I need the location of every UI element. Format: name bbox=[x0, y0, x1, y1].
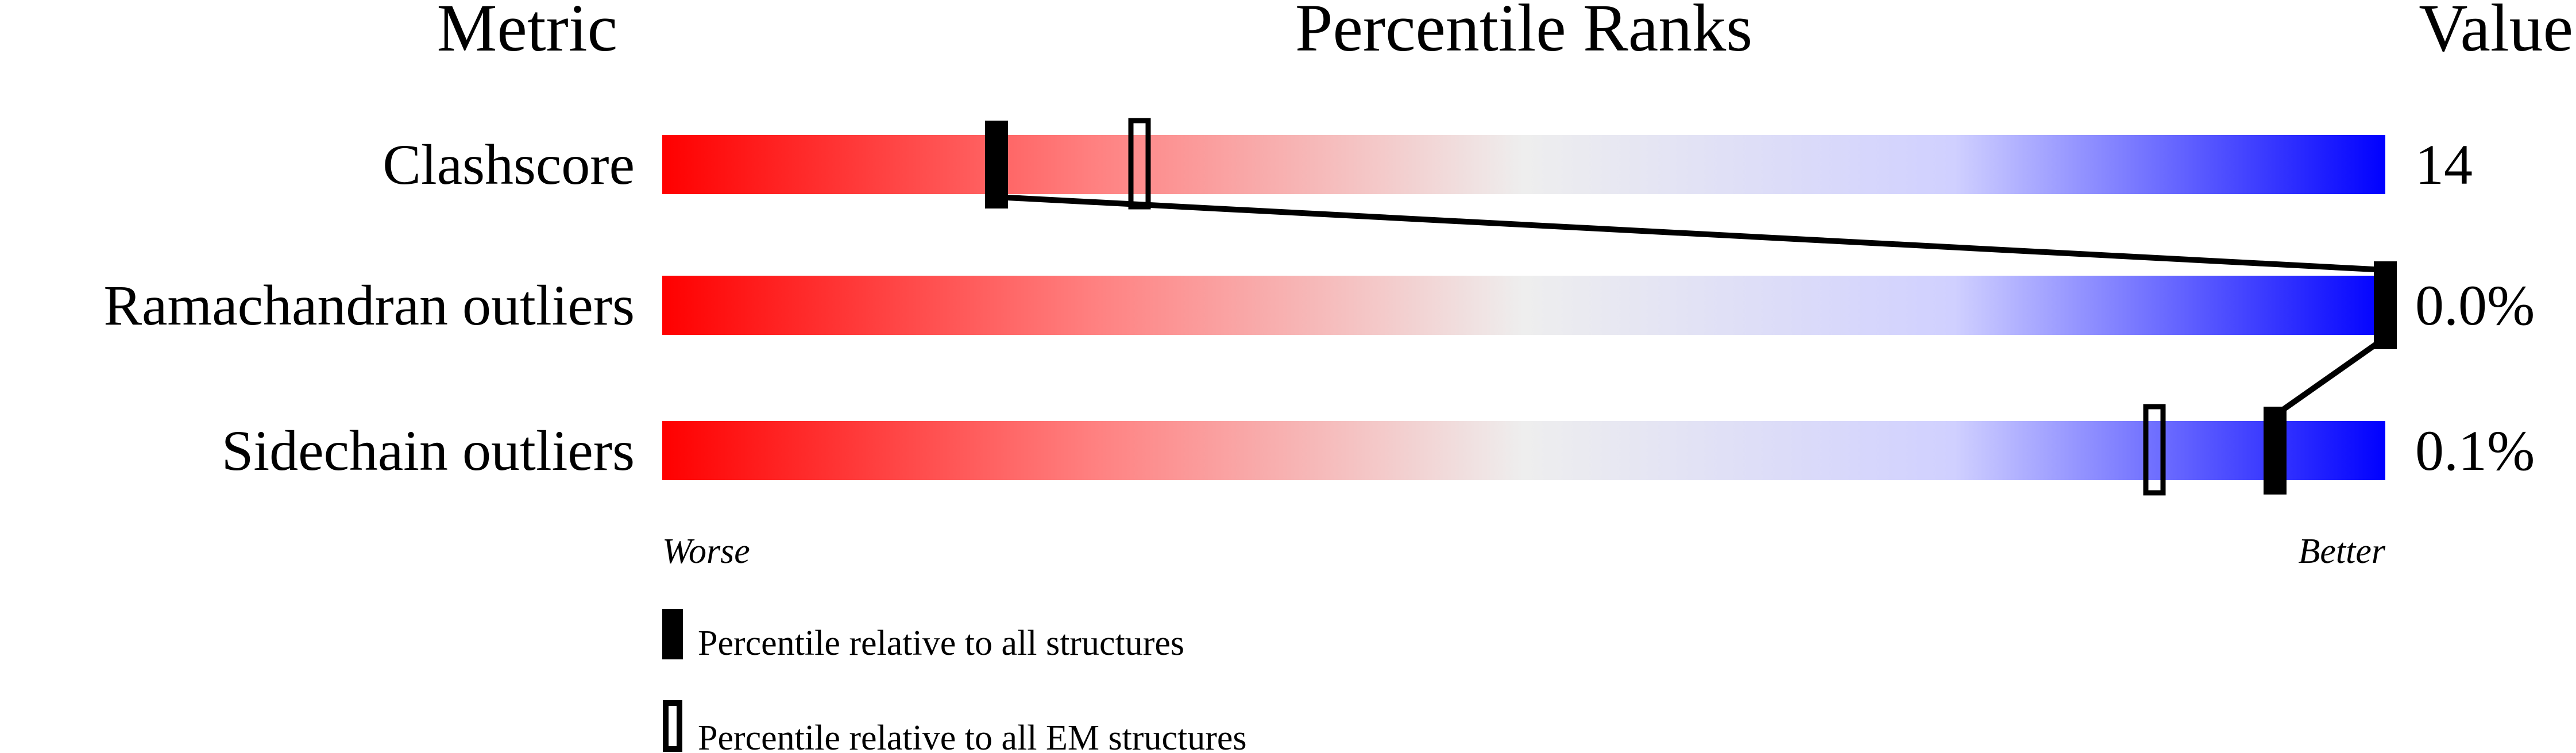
legend-open-marker bbox=[663, 700, 682, 752]
header-value: Value bbox=[2419, 0, 2573, 65]
metric-value: 0.1% bbox=[2415, 419, 2535, 482]
metric-label: Clashscore bbox=[383, 133, 635, 196]
header-percentile-ranks: Percentile Ranks bbox=[1295, 0, 1752, 65]
metric-label: Sidechain outliers bbox=[222, 419, 635, 482]
percentile-bar bbox=[662, 421, 2385, 480]
legend-filled-marker bbox=[662, 609, 683, 659]
marker-all-percentile bbox=[2264, 407, 2287, 495]
header-metric: Metric bbox=[437, 0, 617, 65]
marker-all-percentile bbox=[985, 121, 1008, 208]
percentile-bar bbox=[662, 276, 2385, 335]
metric-value: 14 bbox=[2415, 133, 2473, 196]
marker-all-percentile bbox=[2374, 261, 2397, 349]
metric-label: Ramachandran outliers bbox=[103, 273, 635, 337]
legend-label-em: Percentile relative to all EM structures bbox=[698, 719, 1247, 753]
connector-line bbox=[2273, 335, 2387, 418]
connector-line bbox=[996, 194, 2386, 273]
metric-value: 0.0% bbox=[2415, 273, 2535, 337]
marker-em-percentile bbox=[1128, 118, 1151, 210]
worse-label: Worse bbox=[662, 532, 750, 571]
marker-em-percentile bbox=[2143, 404, 2166, 496]
percentile-bar bbox=[662, 135, 2385, 194]
legend-label-all: Percentile relative to all structures bbox=[698, 624, 1184, 663]
better-label: Better bbox=[2299, 532, 2386, 571]
